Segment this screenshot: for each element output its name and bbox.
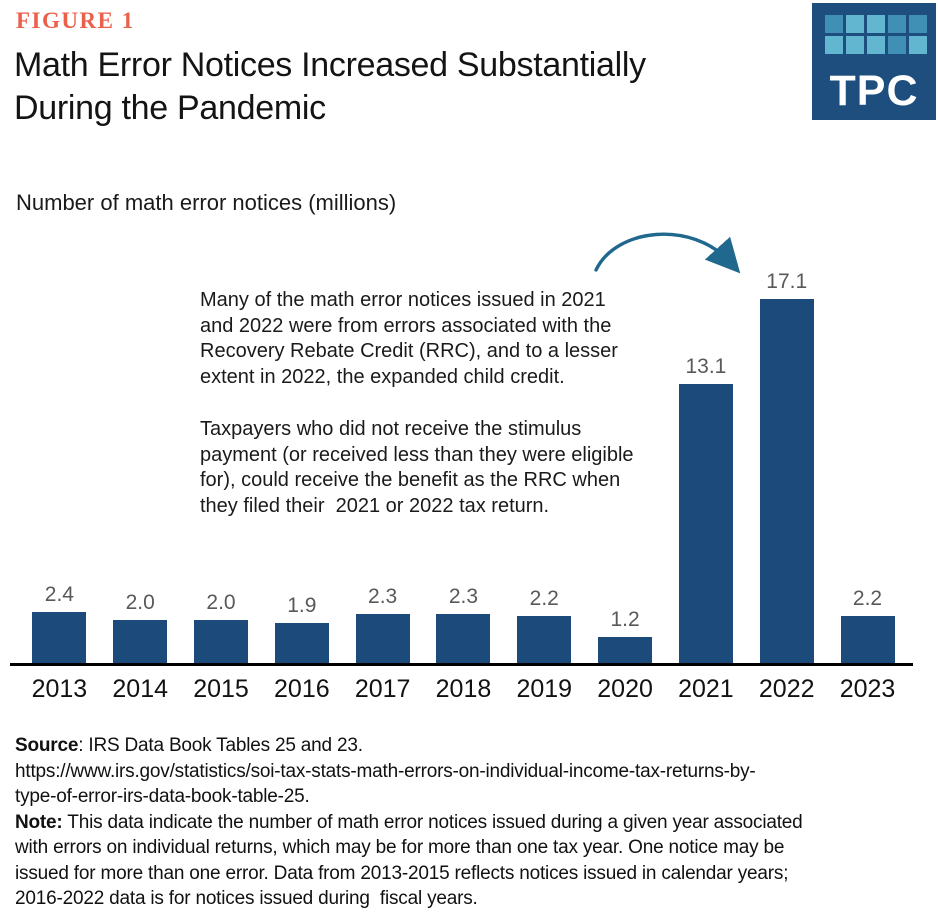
- logo-grid-square: [888, 36, 906, 54]
- bar-column-2019: 2.2: [504, 587, 585, 663]
- annotation-paragraph-1: Many of the math error notices issued in…: [200, 289, 618, 388]
- x-axis-label-2023: 2023: [839, 675, 896, 703]
- footer-notes: Source: IRS Data Book Tables 25 and 23. …: [15, 733, 935, 912]
- logo-grid-square: [825, 36, 843, 54]
- x-axis-label-2014: 2014: [112, 675, 169, 703]
- bar-column-2015: 2.0: [181, 591, 262, 663]
- bar-2017: [355, 614, 410, 663]
- note-line: Note: This data indicate the number of m…: [15, 810, 935, 912]
- bar-2013: [32, 612, 87, 663]
- bar-2021: [678, 384, 733, 663]
- x-axis-label-2019: 2019: [516, 675, 573, 703]
- bar-column-2016: 1.9: [261, 594, 342, 663]
- tpc-logo: TPC: [812, 3, 936, 120]
- logo-grid-square: [909, 15, 927, 33]
- tpc-logo-text: TPC: [829, 67, 919, 115]
- page-title: Math Error Notices Increased Substantial…: [14, 46, 646, 127]
- annotation-paragraph-2: Taxpayers who did not receive the stimul…: [200, 418, 634, 517]
- x-axis-labels: 2013 2014 2015 2016 2017 2018 2019 2020 2021 2022…: [19, 675, 908, 704]
- logo-grid-square: [909, 36, 927, 54]
- x-axis-label-2022: 2022: [758, 675, 815, 703]
- bar-value-label: 17.1: [766, 270, 808, 293]
- curved-arrow-icon: [594, 232, 741, 274]
- bar-column-2014: 2.0: [100, 591, 181, 663]
- y-axis-title: Number of math error notices (millions): [16, 190, 397, 215]
- x-axis-label-2021: 2021: [678, 675, 734, 703]
- note-text: This data indicate the number of math er…: [15, 811, 803, 910]
- note-label: Note:: [15, 811, 63, 833]
- bar-2015: [194, 620, 249, 663]
- source-url: https://www.irs.gov/statistics/soi-tax-s…: [15, 760, 756, 808]
- chart-annotation: Many of the math error notices issued in…: [200, 288, 690, 546]
- bar-column-2023: 2.2: [827, 587, 908, 663]
- bar-2022: [759, 299, 814, 663]
- source-line: Source: IRS Data Book Tables 25 and 23.: [15, 733, 935, 759]
- figure-label: FIGURE 1: [16, 8, 135, 33]
- x-axis-label-2016: 2016: [274, 675, 330, 703]
- x-axis-label-2015: 2015: [193, 675, 249, 703]
- x-axis-label-2013: 2013: [31, 675, 88, 703]
- bar-column-2013: 2.4: [19, 583, 100, 663]
- bar-column-2020: 1.2: [585, 608, 666, 663]
- bar-chart: Many of the math error notices issued in…: [0, 228, 938, 666]
- x-axis-label-2018: 2018: [435, 675, 492, 703]
- bar-column-2017: 2.3: [342, 585, 423, 663]
- bar-2016: [274, 623, 329, 663]
- bar-value-label: 1.2: [610, 608, 640, 631]
- bar-value-label: 2.0: [125, 591, 155, 614]
- bar-2018: [436, 614, 491, 663]
- bar-column-2018: 2.3: [423, 585, 504, 663]
- logo-grid-square: [846, 15, 864, 33]
- bar-value-label: 2.3: [368, 585, 398, 608]
- bar-column-2021: 13.1: [666, 355, 747, 663]
- logo-grid-square: [888, 15, 906, 33]
- logo-grid-square: [846, 36, 864, 54]
- plot-area: 2.4 2.0 2.0 1.9 2.3 2.3 2.2 1.2 13.1 17.1 2.2: [19, 228, 908, 663]
- bar-value-label: 2.3: [448, 585, 479, 608]
- bar-value-label: 2.2: [852, 587, 883, 610]
- x-axis-label-2020: 2020: [597, 675, 653, 703]
- x-axis-line: [10, 663, 913, 666]
- source-text: : IRS Data Book Tables 25 and 23.: [78, 735, 363, 756]
- x-axis-label-2017: 2017: [354, 675, 411, 703]
- bar-value-label: 1.9: [287, 594, 317, 617]
- logo-grid-square: [867, 15, 885, 33]
- bar-2023: [840, 616, 895, 663]
- logo-grid-square: [867, 36, 885, 54]
- bar-column-2022: 17.1: [746, 270, 827, 663]
- source-label: Source: [15, 735, 79, 756]
- logo-grid-square: [825, 15, 843, 33]
- bar-value-label: 2.2: [529, 587, 559, 610]
- bar-2019: [517, 616, 572, 663]
- tpc-logo-grid-icon: [825, 15, 927, 54]
- bar-value-label: 13.1: [685, 355, 727, 378]
- bar-value-label: 2.0: [206, 591, 236, 614]
- bar-2014: [113, 620, 168, 663]
- bar-value-label: 2.4: [44, 583, 74, 606]
- bar-2020: [598, 637, 653, 663]
